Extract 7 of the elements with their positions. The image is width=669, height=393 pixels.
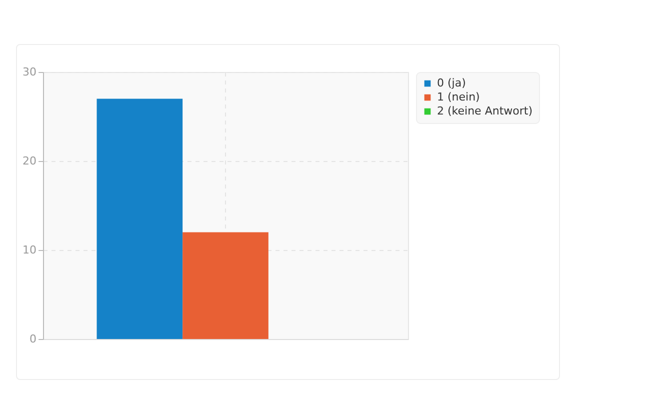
y-tick-label: 10	[22, 244, 36, 256]
y-tick-label: 20	[22, 154, 36, 168]
y-tick-label: 30	[22, 66, 36, 78]
y-tick-label: 0	[30, 332, 36, 346]
legend-label: 0 (ja)	[437, 76, 466, 90]
legend-label: 1 (nein)	[437, 90, 480, 104]
legend-label: 2 (keine Antwort)	[437, 104, 532, 118]
